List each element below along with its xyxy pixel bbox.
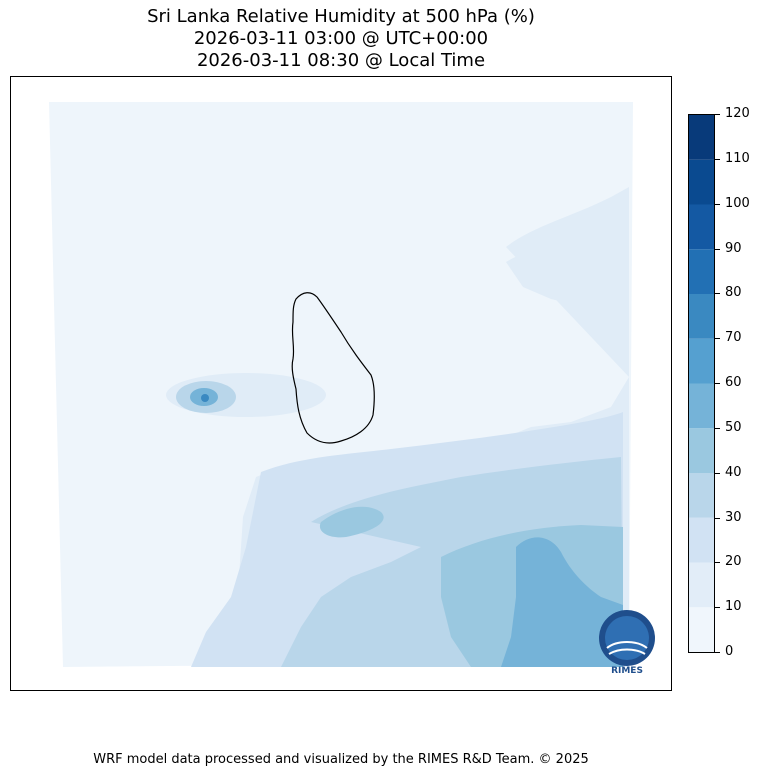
colorbar-band [689,383,714,429]
rimes-logo-text: RIMES [611,666,643,676]
colorbar-gradient [689,115,714,652]
colorbar-tick-label: 0 [725,644,734,659]
colorbar-tick-label: 50 [725,419,742,435]
colorbar-band [689,249,714,294]
colorbar-tick-mark [715,248,720,250]
colorbar-tick-label: 90 [725,240,742,256]
colorbar-tick-mark [715,293,720,295]
colorbar-band [689,607,714,652]
colorbar-tick-label: 120 [725,106,750,121]
colorbar-tick-label: 40 [725,464,742,480]
colorbar-tick-mark [715,383,720,384]
humidity-contour-map [49,102,633,667]
colorbar-tick-label: 100 [725,195,750,211]
title-line-3: 2026-03-11 08:30 @ Local Time [196,50,486,71]
colorbar-tick-label: 20 [725,554,742,570]
colorbar-band [689,473,714,518]
colorbar-tick-mark [715,652,720,653]
colorbar-tick-mark [715,203,720,205]
sri-lanka-outline [291,292,375,444]
data-credit: WRF model data processed and visualized … [93,752,589,767]
humidity-band-10-20-east [506,217,629,317]
colorbar-band [689,204,714,250]
colorbar-tick-mark [715,517,720,519]
colorbar-tick-label: 60 [725,375,742,390]
colorbar-tick-mark [715,158,720,160]
title-line-2: 2026-03-11 03:00 @ UTC+00:00 [193,28,489,49]
colorbar-tick-mark [715,562,720,564]
colorbar-tick-mark [715,427,720,429]
colorbar-band [689,562,714,608]
map-panel: RIMES [10,76,672,691]
colorbar-tick-label: 110 [725,150,750,166]
humidity-colorbar [688,114,715,653]
colorbar-band [689,428,714,473]
colorbar-tick-mark [715,338,720,340]
colorbar-band [689,294,714,339]
colorbar-tick-mark [715,607,720,609]
colorbar-tick-label: 70 [725,330,742,346]
colorbar-tick-mark [715,114,720,115]
title-line-1: Sri Lanka Relative Humidity at 500 hPa (… [147,6,535,27]
map-title: Sri Lanka Relative Humidity at 500 hPa (… [0,6,682,72]
colorbar-tick-label: 80 [725,285,742,301]
rimes-logo: RIMES [595,608,659,680]
colorbar-tick-label: 30 [725,509,742,525]
rimes-logo-emblem [599,610,655,666]
colorbar-tick-mark [715,472,720,474]
humidity-band-50-60 [501,537,623,667]
colorbar-band [689,517,714,563]
colorbar-band [689,338,714,384]
colorbar-band [689,115,714,160]
humidity-band-40-50-patch [319,506,384,538]
colorbar-band [689,159,714,205]
colorbar-tick-label: 10 [725,599,742,615]
humidity-west-blob-core [201,394,209,402]
